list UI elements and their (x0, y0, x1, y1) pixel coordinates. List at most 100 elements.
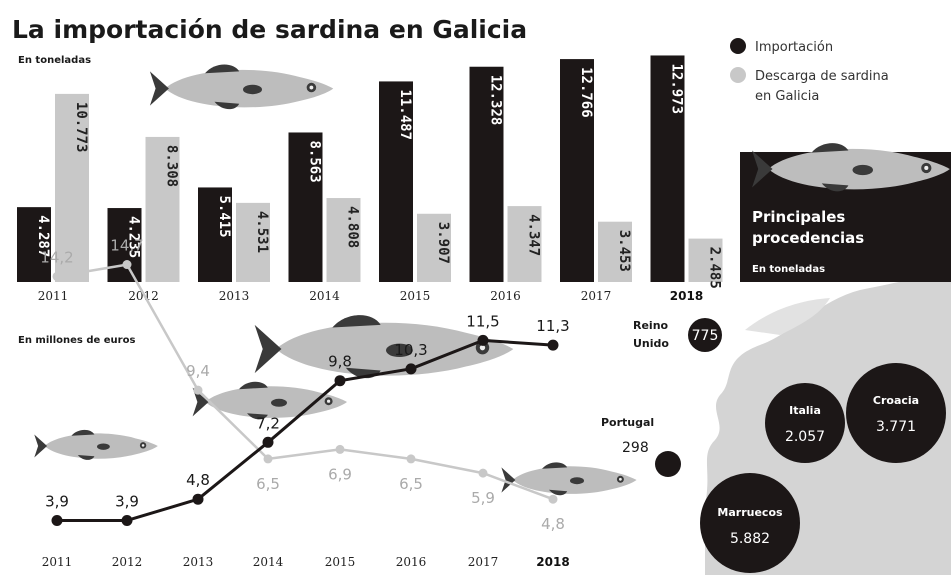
bar-x-tick: 2011 (38, 289, 69, 303)
point-import-label: 7,2 (256, 414, 280, 432)
fish-illustration (34, 429, 158, 460)
bar-landing-label: 4.531 (254, 211, 270, 253)
point-import (405, 363, 417, 375)
point-landing (263, 454, 273, 464)
line-x-tick: 2012 (112, 555, 143, 569)
country-uk-value: 775 (692, 328, 719, 344)
point-landing-label: 9,4 (186, 362, 210, 380)
bar-import (469, 66, 504, 282)
country-uk-name-2: Unido (633, 337, 669, 350)
bar-x-tick: 2016 (490, 289, 521, 303)
bar-import-label: 4.235 (126, 216, 142, 258)
origins-subtitle: En toneladas (752, 264, 825, 275)
line-import (57, 338, 554, 522)
legend-landing-label-2: en Galicia (755, 89, 819, 104)
bar-import-label: 8.563 (307, 140, 323, 182)
country-portugal-value: 298 (622, 440, 649, 456)
point-import-label: 11,3 (536, 317, 569, 335)
point-landing-label: 6,5 (399, 475, 423, 493)
origins-title-2: procedencias (752, 229, 864, 247)
bar-landing (417, 213, 451, 282)
bar-landing-label: 4.808 (345, 206, 361, 248)
point-landing-label: 4,8 (541, 515, 565, 533)
bar-x-tick: 2015 (400, 289, 431, 303)
bar-landing-label: 2.485 (707, 247, 723, 289)
point-landing (122, 260, 132, 270)
point-import-label: 9,8 (328, 353, 352, 371)
bar-landing-label: 10.773 (73, 102, 89, 153)
bar-x-tick: 2014 (309, 289, 340, 303)
point-import (547, 339, 559, 351)
map-island (745, 298, 830, 335)
country-croatia-value: 3.771 (876, 419, 916, 435)
bar-import-label: 12.766 (578, 67, 594, 118)
chart-title: La importación de sardina en Galicia (12, 15, 527, 44)
bar-import (107, 208, 142, 282)
bar-x-tick: 2013 (219, 289, 250, 303)
bar-import (379, 81, 413, 282)
bar-landing-label: 8.308 (164, 145, 180, 187)
country-italy-value: 2.057 (785, 429, 825, 445)
point-import-label: 4,8 (186, 471, 210, 489)
line-x-tick: 2015 (325, 555, 356, 569)
legend-landing-swatch (730, 67, 746, 83)
point-landing-label: 14,7 (110, 237, 143, 255)
point-landing (406, 454, 416, 464)
fish-illustration (501, 462, 637, 496)
country-portugal-bubble (655, 451, 681, 477)
country-morocco-bubble (700, 473, 800, 573)
bar-landing (507, 206, 542, 282)
country-croatia-name: Croacia (873, 394, 919, 407)
country-portugal-name: Portugal (601, 416, 654, 429)
point-import (334, 375, 346, 387)
bar-import (560, 59, 594, 282)
legend-landing-label-1: Descarga de sardina (755, 69, 889, 84)
point-import (262, 436, 274, 448)
bar-landing (55, 93, 89, 283)
bar-landing-label: 3.907 (435, 222, 451, 264)
bar-import-label: 11.487 (397, 89, 413, 140)
point-landing-label: 14,2 (40, 248, 73, 266)
origins-map: Principales procedencias En toneladas Re… (601, 143, 951, 575)
bar-import (17, 207, 51, 282)
line-chart-subtitle: En millones de euros (18, 335, 135, 346)
bar-x-tick: 2018 (670, 289, 703, 303)
point-import-label: 10,3 (394, 341, 427, 359)
bar-landing-label: 3.453 (616, 230, 632, 272)
bar-import-label: 4.287 (35, 215, 51, 257)
legend: Importación Descarga de sardina en Galic… (730, 38, 889, 104)
point-import (51, 515, 63, 527)
country-morocco-name: Marruecos (717, 506, 783, 519)
bar-landing (236, 202, 270, 282)
bar-import (288, 132, 323, 282)
line-x-tick: 2016 (396, 555, 427, 569)
bar-landing (326, 198, 361, 282)
bar-landing (145, 136, 180, 282)
point-import-label: 3,9 (45, 493, 69, 511)
line-x-tick: 2013 (183, 555, 214, 569)
country-uk-bubble (688, 318, 722, 352)
point-landing (193, 385, 203, 395)
line-chart: 14,2 14,7 9,4 6,5 6,9 6,5 5,9 4,8 3,9 3,9 4,8 7,2 9,… (40, 237, 569, 569)
point-import (192, 493, 204, 505)
fish-illustration (149, 64, 334, 110)
point-landing (478, 468, 488, 478)
point-landing-label: 5,9 (471, 489, 495, 507)
legend-import-label: Importación (755, 40, 833, 55)
line-x-tick: 2011 (42, 555, 73, 569)
point-import (477, 334, 489, 346)
legend-import-swatch (730, 38, 746, 54)
point-import (121, 515, 133, 527)
point-landing (548, 494, 558, 504)
bar-import (650, 55, 685, 282)
bar-import-label: 12.328 (488, 75, 504, 126)
point-import-label: 3,9 (115, 493, 139, 511)
point-landing-label: 6,9 (328, 465, 352, 483)
point-landing (52, 271, 62, 281)
bar-x-tick: 2017 (581, 289, 612, 303)
line-landing (56, 263, 554, 501)
point-landing (335, 444, 345, 454)
bar-import (198, 187, 232, 282)
